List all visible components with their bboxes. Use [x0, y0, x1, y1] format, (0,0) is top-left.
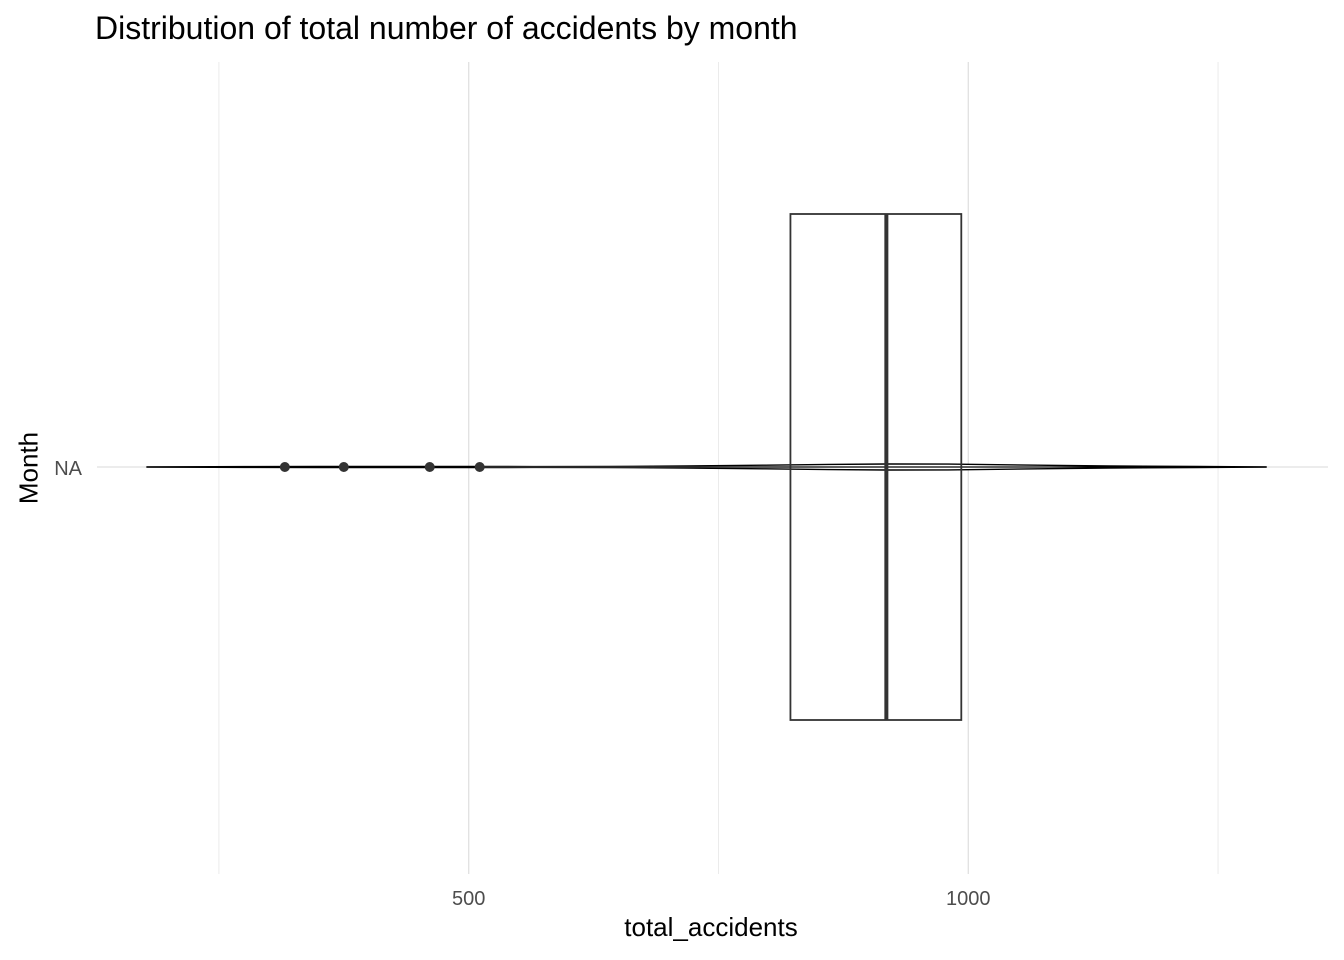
x-axis-title: total_accidents	[624, 912, 798, 942]
outlier-point	[424, 462, 435, 472]
x-tick-label: 1000	[946, 888, 991, 910]
outlier-point	[338, 462, 349, 472]
x-tick-label: 500	[452, 888, 485, 910]
outlier-points	[279, 462, 485, 472]
outlier-point	[474, 462, 485, 472]
y-tick-label: NA	[54, 458, 82, 480]
y-axis-title: Month	[13, 431, 44, 505]
axis-tick-labels: 500 1000 NA	[54, 458, 990, 910]
outlier-point	[279, 462, 290, 472]
chart-title: Distribution of total number of accident…	[95, 10, 798, 46]
boxplot-layer	[478, 213, 963, 721]
